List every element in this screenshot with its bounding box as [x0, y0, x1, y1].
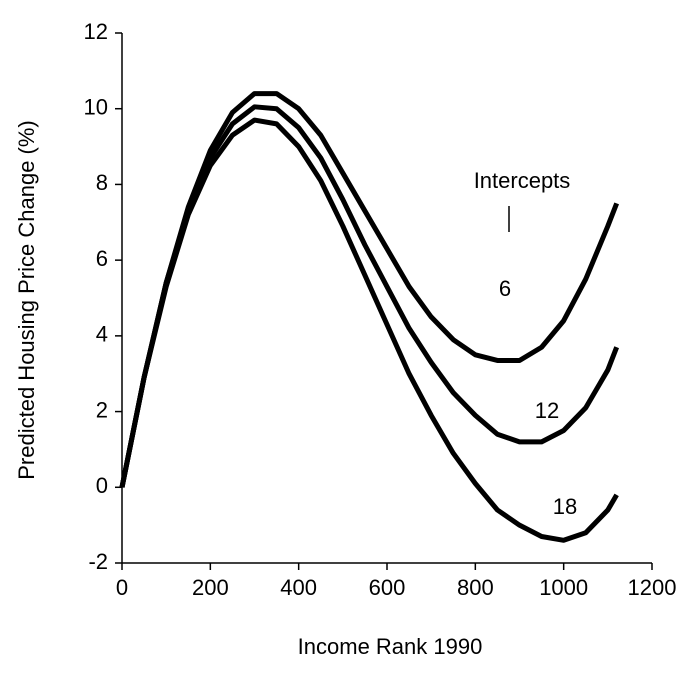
x-tick-label: 600: [369, 575, 406, 600]
series-line: [119, 117, 619, 543]
series-line: [119, 91, 619, 488]
x-tick-label: 1200: [628, 575, 677, 600]
x-tick-label: 200: [192, 575, 229, 600]
series-label: 12: [535, 398, 559, 423]
series-line: [119, 104, 619, 488]
x-tick-label: 800: [457, 575, 494, 600]
series-label: 6: [499, 276, 511, 301]
x-axis-label: Income Rank 1990: [298, 634, 483, 659]
y-tick-label: 2: [96, 397, 108, 422]
y-tick-label: 4: [96, 322, 108, 347]
y-tick-label: 8: [96, 170, 108, 195]
y-tick-label: 6: [96, 246, 108, 271]
annotation: Intercepts: [474, 168, 571, 193]
x-tick-label: 400: [280, 575, 317, 600]
x-tick-label: 0: [116, 575, 128, 600]
y-tick-label: -2: [88, 549, 108, 574]
series-label: 18: [553, 494, 577, 519]
y-tick-label: 12: [84, 19, 108, 44]
y-tick-label: 0: [96, 473, 108, 498]
y-axis-label: Predicted Housing Price Change (%): [14, 120, 39, 480]
x-tick-label: 1000: [539, 575, 588, 600]
y-tick-label: 10: [84, 95, 108, 120]
